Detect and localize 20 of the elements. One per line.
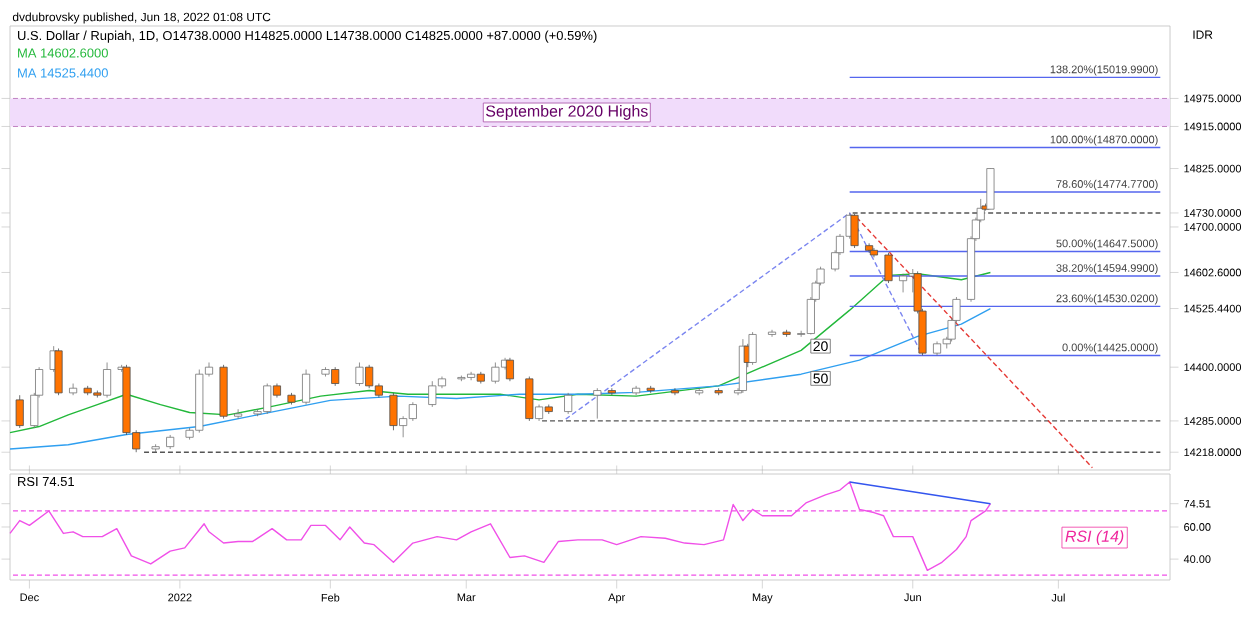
line-series [9,307,992,450]
candlestick [302,369,311,405]
candlestick [865,242,874,254]
candlestick [564,392,573,415]
candlestick [525,376,534,422]
candlestick [670,387,679,396]
candlestick [491,362,500,384]
candlestick [884,252,893,284]
candlestick [331,366,340,387]
candlestick [54,348,63,396]
candlestick [234,408,243,419]
candlestick [69,383,78,396]
candlestick [15,394,24,429]
candlestick [607,387,616,396]
candlestick [355,362,364,387]
candlestick [899,273,908,293]
candlestick [767,329,777,338]
candlestick [593,387,602,419]
candlestick [103,362,112,398]
candlestick [389,392,398,431]
